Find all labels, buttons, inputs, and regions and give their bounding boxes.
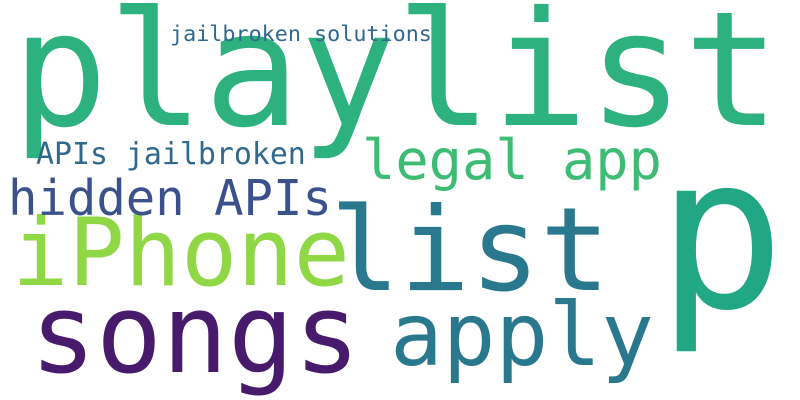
word-list: list bbox=[330, 182, 610, 318]
word-hidden-apis: hidden APIs bbox=[8, 169, 332, 227]
word-apis-jailbroken: APIs jailbroken bbox=[36, 137, 306, 173]
word-playlist: playlist bbox=[12, 0, 780, 164]
word-songs: songs bbox=[30, 270, 360, 399]
word-jailbroken-solutions: jailbroken solutions bbox=[170, 22, 432, 47]
word-legal-app: legal app bbox=[362, 129, 662, 194]
word-apply: apply bbox=[390, 284, 654, 387]
word-p: p bbox=[657, 111, 785, 358]
word-iphone: iPhone bbox=[12, 198, 350, 308]
